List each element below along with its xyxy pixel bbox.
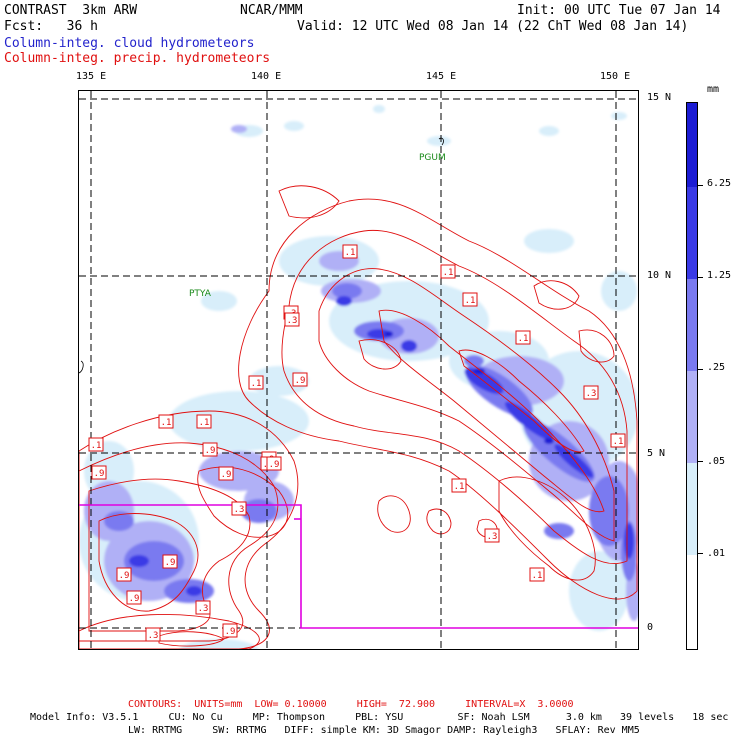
svg-text:.3: .3: [148, 631, 159, 641]
colorbar-segment-1: [687, 103, 697, 187]
contour-label: .1: [440, 264, 456, 279]
contour-label: .3: [145, 627, 161, 642]
init-time: Init: 00 UTC Tue 07 Jan 14: [517, 3, 721, 18]
svg-text:.9: .9: [221, 470, 232, 480]
colorbar-segment-3: [687, 279, 697, 371]
contour-label: .3: [284, 312, 300, 327]
contour-label: .1: [158, 414, 174, 429]
colorbar-unit: mm: [707, 84, 720, 95]
valid-time: Valid: 12 UTC Wed 08 Jan 14 (22 ChT Wed …: [297, 19, 689, 34]
contour-label: .1: [515, 330, 531, 345]
svg-text:.1: .1: [613, 437, 624, 447]
lon-label-135: 135 E: [76, 71, 107, 82]
lon-label-150: 150 E: [600, 71, 631, 82]
svg-text:.1: .1: [199, 418, 210, 428]
colorbar-segment-4: [687, 371, 697, 463]
contour-label: .1: [529, 567, 545, 582]
contour-label: .1: [196, 414, 212, 429]
lat-label-0: 0: [647, 622, 654, 633]
cloud-shading-layer: [79, 105, 638, 649]
contour-label: .9: [218, 466, 234, 481]
svg-text:.9: .9: [225, 627, 236, 637]
contour-label: .9: [162, 554, 178, 569]
contour-label: .3: [231, 501, 247, 516]
contour-label: .9: [266, 456, 282, 471]
contour-label: .9: [116, 567, 132, 582]
colorbar-label-1-25: 1.25: [707, 270, 732, 281]
contour-label: .9: [91, 465, 107, 480]
contour-label: .1: [342, 244, 358, 259]
coastline-features: [79, 98, 471, 374]
contour-label: .1: [88, 437, 104, 452]
svg-text:.1: .1: [518, 334, 529, 344]
svg-text:.9: .9: [94, 469, 105, 479]
svg-text:.1: .1: [454, 482, 465, 492]
colorbar-segment-2: [687, 187, 697, 279]
svg-text:.3: .3: [287, 316, 298, 326]
contour-label: .9: [202, 442, 218, 457]
svg-text:.9: .9: [295, 376, 306, 386]
lat-label-10n: 10 N: [647, 270, 672, 281]
station-label-pgum: PGUM: [419, 153, 446, 163]
contour-label: .3: [484, 528, 500, 543]
station-label-ptya: PTYA: [189, 289, 211, 299]
contour-label: .9: [292, 372, 308, 387]
svg-text:.1: .1: [465, 296, 476, 306]
svg-text:.9: .9: [165, 558, 176, 568]
model-title: CONTRAST 3km ARW: [4, 3, 138, 18]
lon-label-145: 145 E: [426, 71, 457, 82]
svg-text:.9: .9: [119, 571, 130, 581]
colorbar-label-05: .05: [707, 456, 726, 467]
contour-label: .1: [451, 478, 467, 493]
model-info-line-1: Model Info: V3.5.1 CU: No Cu MP: Thompso…: [30, 712, 729, 723]
forecast-hour: Fcst: 36 h: [4, 19, 98, 34]
contour-label: .1: [462, 292, 478, 307]
svg-text:.1: .1: [532, 571, 543, 581]
svg-text:.3: .3: [198, 604, 209, 614]
svg-text:.1: .1: [345, 248, 356, 258]
map-panel: .1 .1 .1 .3 .1 .1 .9 .1 .1 .9 .1 .9 .9 .9 .3 .1 .3 .9 .9 .9…: [78, 90, 639, 650]
nested-domain-box: [79, 504, 638, 629]
contour-label: .1: [610, 433, 626, 448]
svg-text:.9: .9: [269, 460, 280, 470]
lat-label-5n: 5 N: [647, 448, 666, 459]
colorbar-label-01: .01: [707, 548, 726, 559]
svg-text:.9: .9: [205, 446, 216, 456]
contour-label: .9: [126, 590, 142, 605]
colorbar-segment-6: [687, 555, 697, 649]
contour-labels: .1 .1 .1 .3 .1 .1 .9 .1 .1 .9 .1 .9 .9 .9 .3 .1 .3 .9 .9 .9…: [88, 244, 626, 642]
svg-text:.1: .1: [251, 379, 262, 389]
colorbar-label-25: .25: [707, 362, 726, 373]
lon-label-140: 140 E: [251, 71, 282, 82]
contour-label: .3: [583, 385, 599, 400]
org-name: NCAR/MMM: [240, 3, 303, 18]
field-cloud-label: Column-integ. cloud hydrometeors: [4, 36, 255, 51]
colorbar-segment-5: [687, 463, 697, 555]
precip-contour-layer: [79, 185, 638, 649]
colorbar-label-6-25: 6.25: [707, 178, 732, 189]
svg-text:.9: .9: [129, 594, 140, 604]
svg-text:.3: .3: [586, 389, 597, 399]
svg-text:.1: .1: [161, 418, 172, 428]
contour-label: .9: [222, 623, 238, 638]
svg-text:.3: .3: [234, 505, 245, 515]
contour-label: .3: [195, 600, 211, 615]
contour-info: CONTOURS: UNITS=mm LOW= 0.10000 HIGH= 72…: [128, 699, 574, 710]
field-precip-label: Column-integ. precip. hydrometeors: [4, 51, 271, 66]
model-info-line-2: LW: RRTMG SW: RRTMG DIFF: simple KM: 3D …: [128, 725, 640, 736]
svg-text:.3: .3: [487, 532, 498, 542]
colorbar: [686, 102, 698, 650]
svg-text:.1: .1: [443, 268, 454, 278]
contour-label: .1: [248, 375, 264, 390]
svg-text:.1: .1: [91, 441, 102, 451]
lat-label-15n: 15 N: [647, 92, 672, 103]
map-canvas: .1 .1 .1 .3 .1 .1 .9 .1 .1 .9 .1 .9 .9 .9 .3 .1 .3 .9 .9 .9…: [79, 91, 638, 649]
